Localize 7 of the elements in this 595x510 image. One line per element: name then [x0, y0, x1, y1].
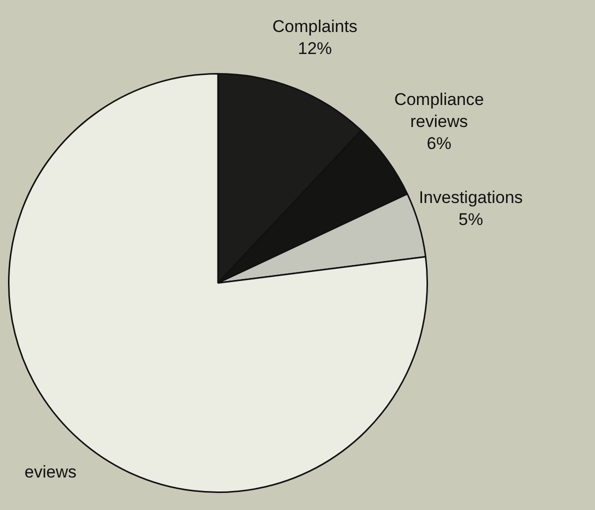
slice-label: Complaints: [272, 16, 358, 36]
slice-label: Investigations: [418, 188, 523, 208]
data-label: 5%: [458, 210, 484, 230]
data-label: 12%: [298, 38, 332, 58]
data-label: 6%: [426, 134, 452, 154]
slice-label: Compliance reviews: [394, 90, 484, 132]
slice-label: eviews: [24, 462, 77, 482]
